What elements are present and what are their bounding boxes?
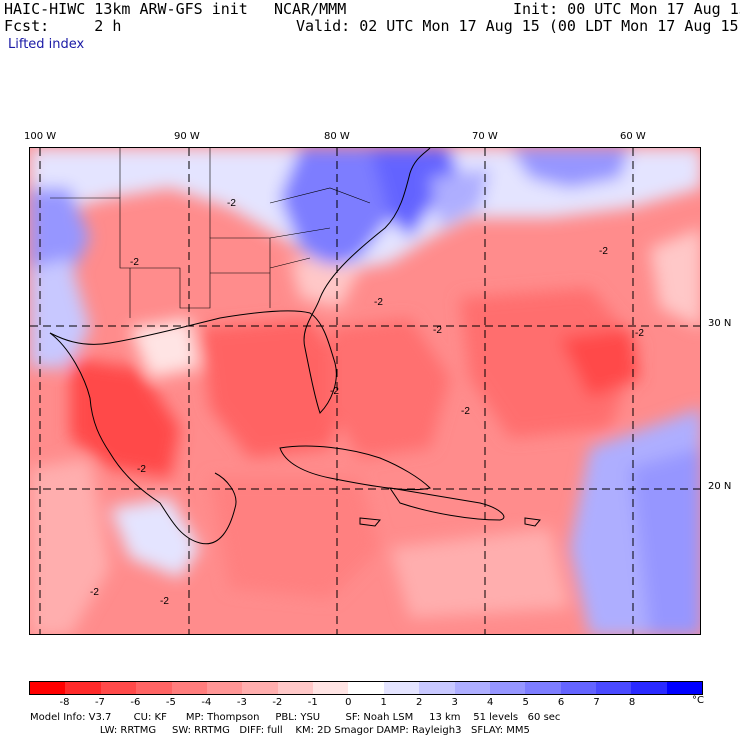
field-name: Lifted index (8, 37, 85, 52)
contour-label: -2 (461, 406, 470, 417)
colorbar-swatch (100, 682, 137, 694)
lon-label-90w: 90 W (174, 131, 200, 142)
colorbar-tick-label: -3 (236, 697, 247, 708)
coastlines (49, 148, 541, 545)
colorbar-swatch (348, 682, 384, 694)
contour-label: -2 (130, 257, 139, 268)
contour-label: -2 (599, 246, 608, 257)
lon-label-70w: 70 W (472, 131, 498, 142)
colorbar-tick-label: -6 (130, 697, 141, 708)
run-title: HAIC-HIWC 13km ARW-GFS init (4, 0, 248, 18)
colorbar-swatch (136, 682, 172, 694)
colorbar-tick-label: 0 (345, 697, 352, 708)
org-label: NCAR/MMM (274, 0, 347, 18)
contour-label: -2 (90, 587, 99, 598)
contour-label: -2 (137, 464, 146, 475)
colorbar-swatch (666, 682, 703, 694)
contour-label: -2 (330, 386, 339, 397)
lifted-index-map: -2 -2 -2 -2 -2 -2 -2 -2 -2 -2 -2 (29, 147, 701, 635)
colorbar-swatch (631, 682, 667, 694)
colorbar-swatch (171, 682, 207, 694)
colorbar-tick-label: 7 (593, 697, 600, 708)
colorbar-swatch (313, 682, 349, 694)
lat-lon-grid (30, 148, 700, 634)
colorbar-swatch (277, 682, 313, 694)
colorbar-tick-label: -1 (307, 697, 318, 708)
map-canvas: -2 -2 -2 -2 -2 -2 -2 -2 -2 -2 -2 (30, 148, 700, 634)
colorbar-tick-label: -4 (201, 697, 212, 708)
lon-label-80w: 80 W (324, 131, 350, 142)
forecast-hour: Fcst: 2 h (4, 17, 122, 35)
colorbar-tick-label: 4 (486, 697, 494, 708)
colorbar-swatch (242, 682, 278, 694)
colorbar-tick-label: -8 (59, 697, 70, 708)
valid-time: Valid: 02 UTC Mon 17 Aug 15 (00 LDT Mon … (296, 17, 740, 35)
lat-label-30n: 30 N (708, 318, 732, 329)
colorbar-tick-label: -5 (165, 697, 176, 708)
colorbar-tick-label: 5 (522, 697, 529, 708)
colorbar-tick-label: 6 (557, 697, 565, 708)
colorbar-tick-label: 3 (451, 697, 458, 708)
contour-label: -2 (635, 328, 644, 339)
colorbar-tick-label: -2 (272, 697, 283, 708)
colorbar-tick-label: 1 (380, 697, 387, 708)
lat-label-20n: 20 N (708, 481, 732, 492)
colorbar-swatch (383, 682, 420, 694)
colorbar-swatch (560, 682, 596, 694)
state-borders (50, 148, 371, 318)
colorbar-swatch (419, 682, 455, 694)
init-time: Init: 00 UTC Mon 17 Aug 15 (513, 0, 740, 18)
colorbar-swatch (454, 682, 490, 694)
colorbar-swatch (489, 682, 526, 694)
colorbar-swatch (525, 682, 561, 694)
lon-label-100w: 100 W (24, 131, 57, 142)
colorbar-tick-label: 8 (628, 697, 636, 708)
colorbar-tick-label: -7 (94, 697, 105, 708)
colorbar-swatch (30, 682, 66, 694)
colorbar-unit: °C (692, 695, 704, 706)
lon-label-60w: 60 W (620, 131, 646, 142)
contour-label: -2 (227, 198, 236, 209)
contour-label: -2 (433, 325, 442, 336)
colorbar-swatch (206, 682, 243, 694)
colorbar-tick-label: 2 (416, 697, 423, 708)
contour-label: -2 (374, 297, 383, 308)
colorbar-swatch (65, 682, 101, 694)
contour-labels: -2 -2 -2 -2 -2 -2 -2 -2 -2 -2 -2 (90, 198, 644, 607)
colorbar (29, 681, 703, 695)
model-info-line2: LW: RRTMG SW: RRTMG DIFF: full KM: 2D Sm… (30, 725, 530, 736)
colorbar-swatch (596, 682, 632, 694)
contour-label: -2 (160, 596, 169, 607)
model-info-line1: Model Info: V3.7 CU: KF MP: Thompson PBL… (30, 712, 561, 723)
